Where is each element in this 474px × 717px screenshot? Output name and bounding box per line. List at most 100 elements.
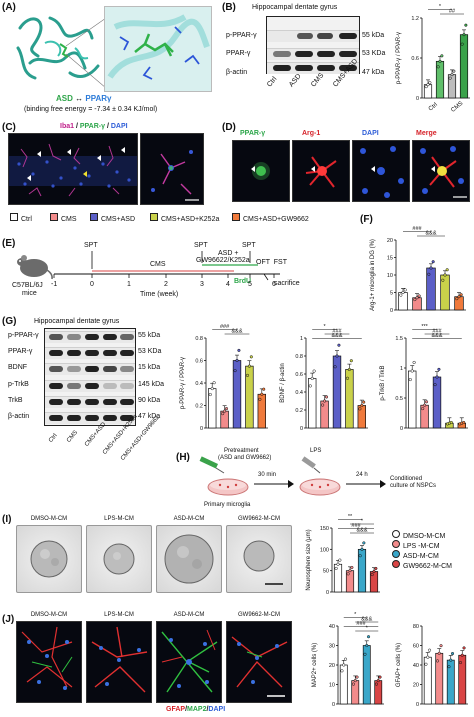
panel-h: Pretreatment (ASD and GW9662) Primary mi… xyxy=(196,448,472,512)
y-tick-label: 20 xyxy=(387,238,393,244)
data-point xyxy=(431,260,435,264)
y-axis-label: GFAP+ cells (%) xyxy=(396,643,402,687)
sig-label: &&& xyxy=(231,329,242,335)
panel-g-row-label: p-PPAR-γ xyxy=(8,332,39,339)
data-point xyxy=(440,54,444,58)
panel-letter-e: (E) xyxy=(2,238,16,249)
y-tick-label: 30 xyxy=(329,644,335,650)
x-group-label: CMS xyxy=(450,101,464,114)
panel-g-kda-label: 90 kDa xyxy=(138,397,161,404)
lane-label: CMS xyxy=(310,72,326,89)
y-tick-label: 5 xyxy=(390,291,393,297)
timeline-tick-label: 1 xyxy=(127,281,131,288)
y-tick-label: 0.5 xyxy=(395,396,403,402)
neurosphere-image xyxy=(156,525,222,593)
y-tick-label: 0 xyxy=(400,426,403,432)
y-tick-label: 0 xyxy=(390,308,393,314)
sig-label: ### xyxy=(351,523,361,529)
data-point xyxy=(450,651,455,656)
sig-label: ** xyxy=(348,514,353,520)
data-point xyxy=(345,376,350,380)
legend-item: ASD-M-CM xyxy=(392,550,439,561)
data-point xyxy=(460,653,464,657)
panel-letter-d: (D) xyxy=(222,122,236,133)
y-tick-label: 0 xyxy=(300,426,303,432)
data-point xyxy=(372,569,376,574)
data-point xyxy=(443,273,447,277)
data-point xyxy=(455,297,459,301)
stain-sep: / xyxy=(105,123,111,130)
data-point xyxy=(351,682,356,686)
syringe-icon xyxy=(301,456,321,474)
lane-label: ASD xyxy=(288,72,303,89)
panel-d-ppar-image xyxy=(232,140,290,202)
panel-g-kda-label: 15 kDa xyxy=(138,364,161,371)
data-point xyxy=(427,272,431,276)
sig-label: * xyxy=(324,324,327,330)
sig-label: ### xyxy=(432,329,442,335)
timeline-tick-label: 6 xyxy=(272,281,276,288)
data-point xyxy=(424,400,429,404)
legend-swatch xyxy=(150,213,158,221)
data-point xyxy=(360,547,364,551)
data-point xyxy=(429,266,433,270)
data-point xyxy=(262,387,266,391)
legend-swatch xyxy=(392,530,400,538)
panel-j-fluorescence-image xyxy=(16,621,82,703)
panel-f-chart: 0 5 10 15 20 Arg-1+ microglia in DG (%) ###&&& xyxy=(370,226,466,314)
timeline-tick-label: 5 xyxy=(248,281,252,288)
panel-letter-f: (F) xyxy=(360,214,373,225)
binding-pocket-zoom-image xyxy=(104,6,212,92)
stain-gfap: GFAP xyxy=(166,706,186,713)
y-tick-label: 0.6 xyxy=(295,372,303,378)
data-point xyxy=(321,403,325,407)
sig-label: * xyxy=(439,4,442,10)
time-30min-label: 30 min xyxy=(258,472,277,478)
y-axis-label: Neurosphere size (μm) xyxy=(306,529,312,590)
data-point xyxy=(363,652,367,656)
lane-label: Ctrl xyxy=(266,75,279,89)
timeline xyxy=(53,251,280,281)
panel-b-kda-label: 47 kDa xyxy=(362,69,385,76)
data-point xyxy=(427,648,432,652)
arrow-icon xyxy=(254,480,294,488)
data-point xyxy=(376,679,380,683)
y-axis-label: BDNF / β-actin xyxy=(280,363,286,402)
binding-label: ASD ↔ PPARγ xyxy=(56,94,111,104)
data-point xyxy=(223,409,227,413)
y-tick-label: 0 xyxy=(326,590,329,596)
data-point xyxy=(362,400,366,404)
panel-b-row-label: PPAR-γ xyxy=(226,50,251,57)
panel-d-arg1-image xyxy=(292,140,350,202)
time-24h-label: 24 h xyxy=(356,472,368,478)
spt-label: SPT xyxy=(84,242,98,249)
legend-label: CMS xyxy=(61,216,77,223)
legend-item: DMSO-M-CM xyxy=(392,530,445,541)
y-axis-label: p-PPAR-γ / PPAR-γ xyxy=(180,357,186,409)
data-point xyxy=(374,566,378,570)
data-point xyxy=(441,278,445,282)
sig-label: * xyxy=(366,626,369,632)
timeline-tick-label: -1 xyxy=(51,281,58,288)
panel-j-stain-label: GFAP/MAP2/DAPI xyxy=(166,706,225,714)
y-tick-label: 80 xyxy=(413,624,419,630)
data-point xyxy=(324,395,329,399)
data-point xyxy=(323,399,327,403)
treatment-label: ASD + xyxy=(218,250,239,257)
legend-label: ASD-M-CM xyxy=(403,553,439,560)
data-point xyxy=(370,573,374,577)
data-point xyxy=(436,65,440,69)
legend-item: GW9662-M-CM xyxy=(392,560,452,571)
data-point xyxy=(258,397,262,401)
panel-d-title: DAPI xyxy=(362,130,379,137)
data-point xyxy=(337,343,341,347)
panel-c-zoom-image xyxy=(140,133,204,205)
legend-swatch xyxy=(232,213,240,221)
y-tick-label: 10 xyxy=(329,683,335,689)
arrow-icon xyxy=(346,480,386,488)
legend-label: CMS+ASD+K252a xyxy=(161,216,220,223)
timeline-tick-label: 3 xyxy=(200,281,204,288)
x-group-label: Ctrl xyxy=(428,102,439,113)
data-point xyxy=(333,365,337,369)
data-point xyxy=(424,85,428,89)
